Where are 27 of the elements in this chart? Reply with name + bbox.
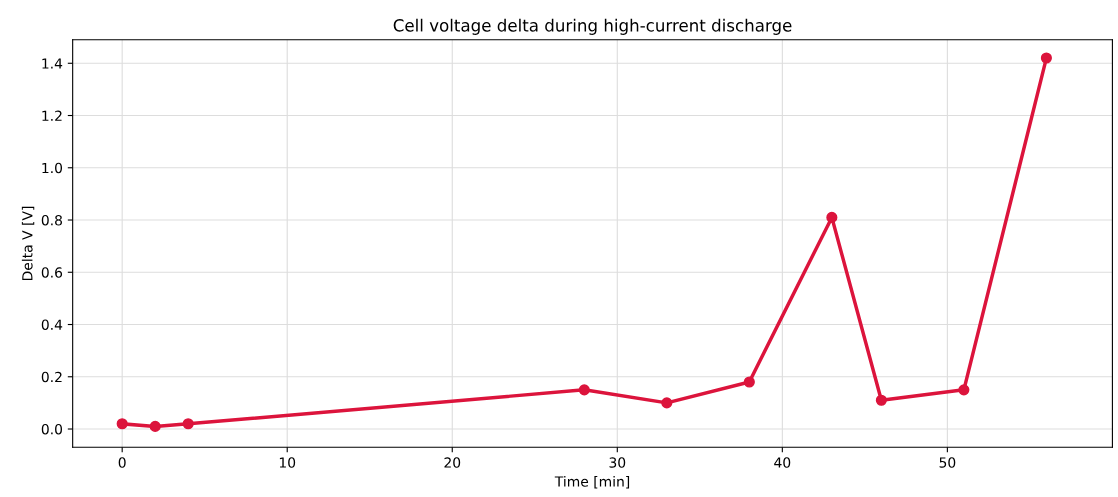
x-tick-label: 40 (774, 457, 791, 468)
x-tick-label: 20 (444, 457, 461, 468)
point (958, 384, 970, 396)
point (826, 211, 838, 223)
point (116, 418, 128, 430)
chart-title: Cell voltage delta during high-current discharge (393, 18, 792, 35)
x-tick-label: 50 (939, 457, 956, 468)
point (578, 384, 590, 396)
y-axis-title: Delta V [V] (21, 206, 35, 281)
point (1040, 52, 1052, 64)
y-tick-label: 0.6 (41, 267, 63, 278)
point (743, 376, 755, 388)
point (149, 420, 161, 432)
y-tick-label: 1.4 (42, 58, 63, 69)
point (661, 397, 673, 409)
x-axis-title: Time [min] (554, 476, 630, 489)
y-tick-label: 1.0 (42, 162, 63, 174)
y-tick-label: 0.8 (41, 214, 62, 226)
y-tick-label: 0.2 (41, 371, 62, 383)
x-tick-label: 0 (118, 457, 126, 468)
x-tick-label: 30 (609, 457, 626, 468)
point (182, 418, 194, 430)
x-tick-label: 10 (279, 457, 296, 468)
y-tick-label: 1.2 (42, 110, 62, 121)
y-tick-label: 0.0 (41, 423, 63, 435)
y-tick-label: 0.4 (41, 319, 63, 330)
point (875, 394, 887, 406)
